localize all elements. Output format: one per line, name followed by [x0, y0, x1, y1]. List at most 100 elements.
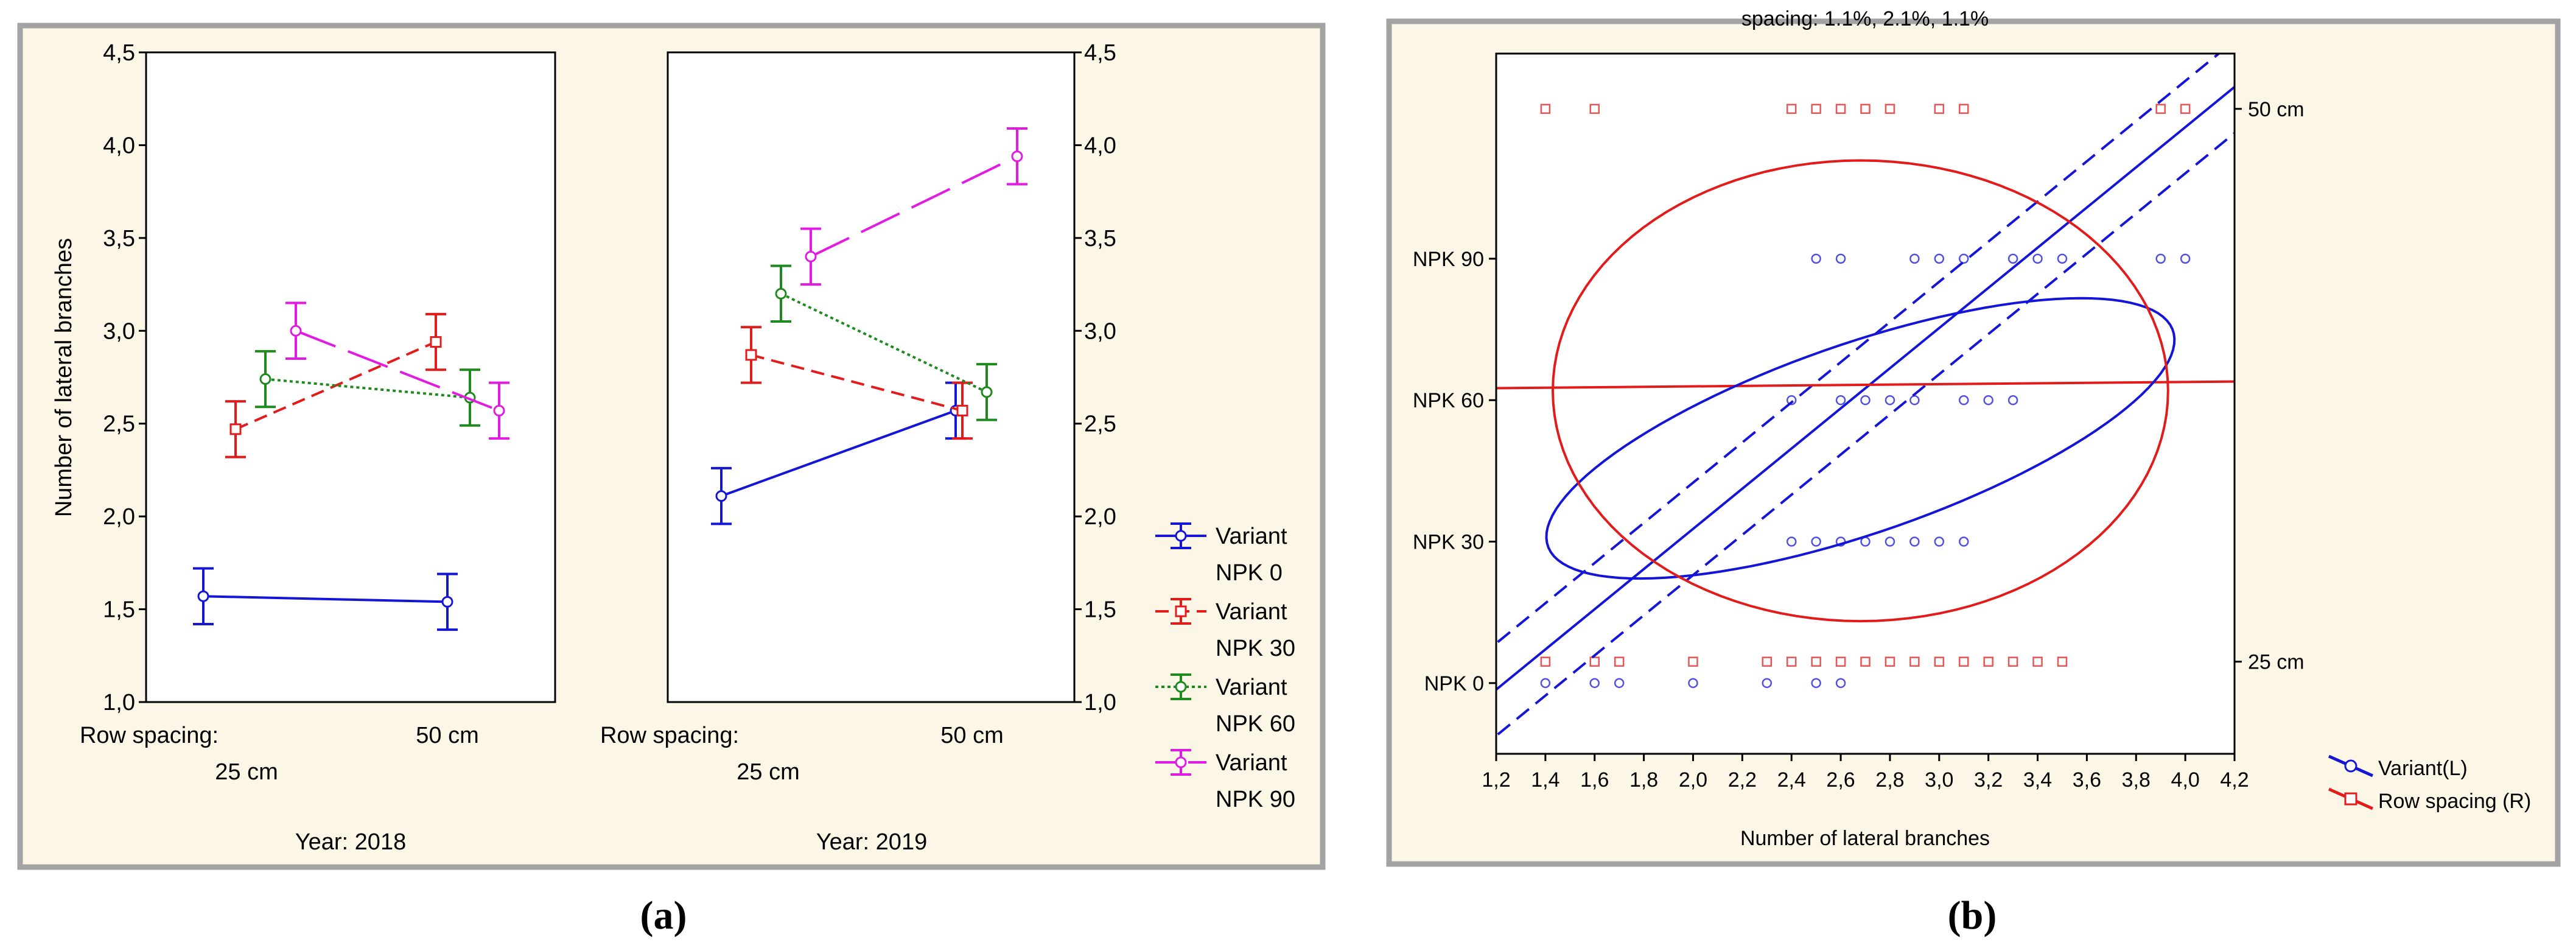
plot-b: spacing: 1.1%, 2.1%, 1.1% 1,2 1,4 1,6 1,8 2,… — [1413, 7, 2532, 850]
data-point — [805, 250, 817, 262]
x-tick-label: 1,8 — [1629, 768, 1658, 792]
x-tick-label: 1,6 — [1580, 768, 1609, 792]
variant-point — [1762, 678, 1773, 689]
series-line — [810, 155, 1018, 258]
rowspacing-point — [1909, 656, 1920, 667]
rowspacing-point — [2007, 656, 2018, 667]
variant-point — [1786, 395, 1797, 406]
rowspacing-point — [2057, 656, 2068, 667]
variant-confidence-line — [1496, 132, 2235, 737]
rowspacing-point — [2032, 656, 2043, 667]
variant-point — [1909, 536, 1920, 547]
y-tick-label: 3,0 — [1084, 318, 1116, 344]
rowspacing-point — [1786, 104, 1797, 114]
legend-label-line2: NPK 60 — [1216, 711, 1295, 737]
data-point — [745, 349, 757, 361]
rowspacing-point — [1811, 656, 1821, 667]
y-tick-label: 1,0 — [1084, 690, 1116, 715]
x-tick-label: 3,2 — [1974, 768, 2003, 792]
data-point — [441, 595, 453, 608]
variant-point — [1614, 678, 1625, 689]
legend-marker — [1175, 756, 1187, 768]
x-tick-label: 3,0 — [1925, 768, 1953, 792]
x-axis-label-b: Number of lateral branches — [1740, 827, 1990, 850]
y-tick-label: 4,0 — [103, 133, 135, 158]
rowspacing-regression-line — [1496, 380, 2235, 390]
data-point — [259, 373, 271, 385]
series-2018 — [193, 301, 509, 631]
variant-point — [1811, 536, 1821, 547]
variant-point — [2057, 253, 2068, 264]
series-line — [235, 340, 436, 430]
x-cat-50-2019: 50 cm — [940, 723, 1003, 748]
rowspacing-point — [1786, 656, 1797, 667]
variant-point — [1811, 253, 1821, 264]
series-2019 — [711, 127, 1027, 525]
rowspacing-point — [1934, 104, 1945, 114]
y-tick-label: 3,0 — [103, 318, 135, 344]
data-point — [956, 404, 968, 416]
variant-point — [1885, 395, 1895, 406]
rowspacing-point — [1983, 656, 1993, 667]
x-axis-label-2019: Row spacing: — [600, 723, 739, 748]
variant-point — [1934, 536, 1945, 547]
rowspacing-ellipse — [1551, 159, 2169, 623]
panel-b-clipped-title: spacing: 1.1%, 2.1%, 1.1% — [1741, 7, 1989, 30]
data-point — [290, 325, 302, 337]
variant-point — [2007, 253, 2018, 264]
legend-variant-label: Variant(L) — [2378, 757, 2468, 780]
legend-marker — [1175, 681, 1187, 693]
x-tick-label: 2,4 — [1777, 768, 1806, 792]
y-tick-label: 1,5 — [103, 597, 135, 623]
data-point — [493, 404, 505, 416]
variant-point — [2007, 395, 2018, 406]
legend-row-label: Row spacing (R) — [2378, 790, 2531, 813]
rowspacing-point — [1688, 656, 1698, 667]
rowspacing-point — [1958, 104, 1969, 114]
rowspacing-point — [1540, 104, 1551, 114]
rowspacing-point — [1958, 656, 1969, 667]
x-tick-label: 1,2 — [1482, 768, 1510, 792]
variant-point — [1835, 253, 1846, 264]
y-tick-label: 1,5 — [1084, 597, 1116, 623]
rowspacing-point — [1762, 656, 1773, 667]
variant-point — [1958, 536, 1969, 547]
x-tick-label: 4,2 — [2220, 768, 2249, 792]
plot-b-content — [1496, 54, 2235, 737]
rowspacing-point — [1540, 656, 1551, 667]
rowspacing-point — [1885, 104, 1895, 114]
legend-panel-a: Variant NPK 0 Variant NPK 30 Variant NPK 60 Va… — [1155, 522, 1295, 812]
variant-point — [1589, 678, 1600, 689]
x-tick-label: 3,4 — [2023, 768, 2052, 792]
y-tick-label: 3,5 — [1084, 226, 1116, 251]
variant-regression-line — [1496, 85, 2235, 692]
data-point — [1011, 150, 1023, 163]
title-2018: Year: 2018 — [295, 829, 406, 855]
legend-label-line1: Variant — [1216, 750, 1287, 776]
rowspacing-point — [1885, 656, 1895, 667]
plot-b-axes: 1,2 1,4 1,6 1,8 2,0 2,2 2,4 2,6 2,8 3,0 3,2 3,4 3,6 3… — [1413, 98, 2305, 792]
variant-point — [1885, 536, 1895, 547]
legend-label-line1: Variant — [1216, 675, 1287, 700]
y-tick-label: 2,5 — [103, 412, 135, 437]
x-cat-25-2019: 25 cm — [737, 759, 799, 785]
rowspacing-point — [1811, 104, 1821, 114]
series-line — [295, 329, 500, 412]
rowspacing-point — [1934, 656, 1945, 667]
series-line — [203, 595, 448, 603]
y-axis-ticks-2018: 1,0 1,5 2,0 2,5 3,0 3,5 4,0 4,5 — [103, 40, 146, 715]
x-cat-25-2018: 25 cm — [215, 759, 278, 785]
rowspacing-point — [1860, 656, 1871, 667]
y-axis-ticks-2019: 1,0 1,5 2,0 2,5 3,0 3,5 4,0 4,5 — [1074, 40, 1116, 715]
x-cat-50-2018: 50 cm — [416, 723, 478, 748]
x-tick-label: 3,6 — [2073, 768, 2101, 792]
x-tick-label: 4,0 — [2171, 768, 2200, 792]
series-line — [780, 292, 987, 393]
y-tick-label: 4,5 — [103, 40, 135, 66]
legend-marker — [1175, 605, 1187, 617]
legend-panel-b: Variant(L) Row spacing (R) — [2328, 754, 2531, 813]
legend-label-line2: NPK 90 — [1216, 787, 1295, 812]
variant-point — [1835, 678, 1846, 689]
series-line — [721, 409, 956, 497]
legend-variant-marker — [2344, 759, 2357, 773]
